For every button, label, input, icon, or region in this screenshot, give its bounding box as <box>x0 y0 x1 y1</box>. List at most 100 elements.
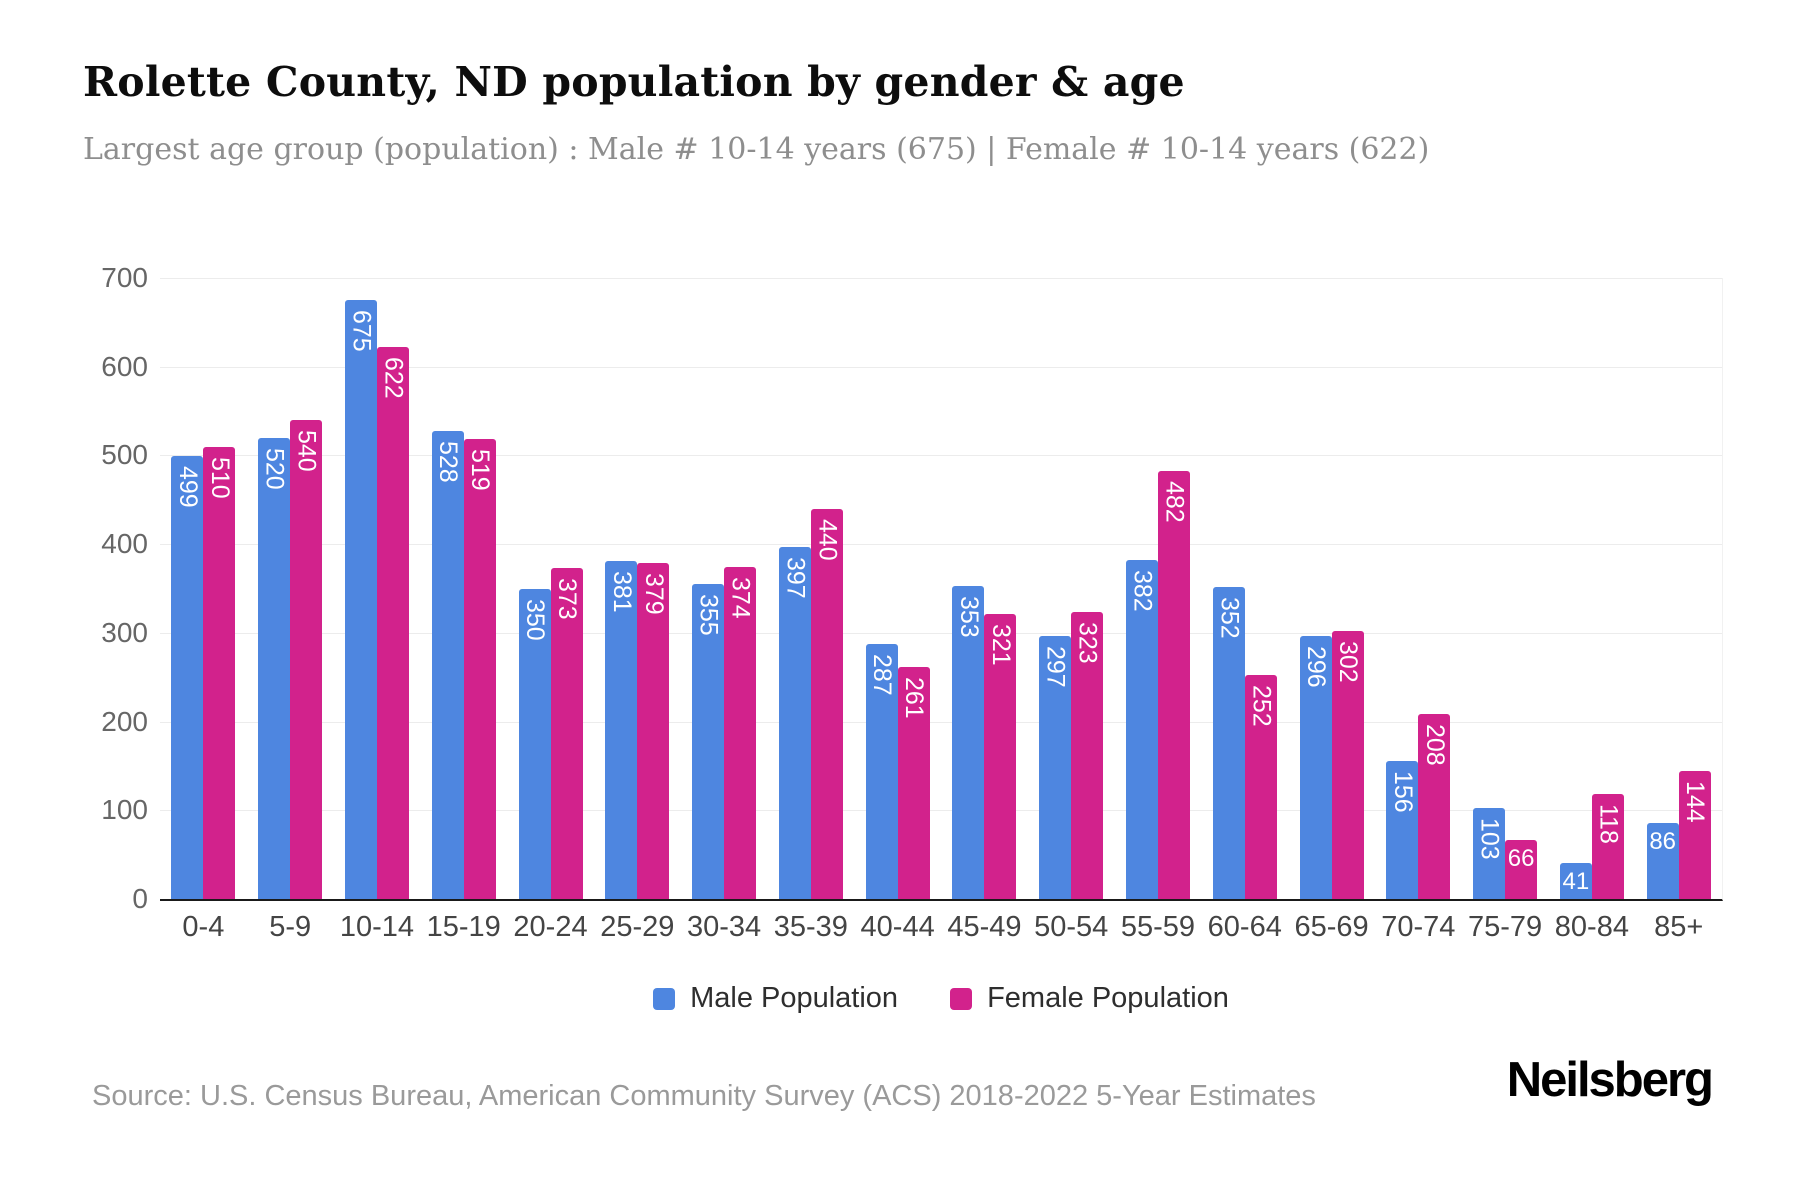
male-bar[interactable]: 350 <box>518 588 551 899</box>
male-bar[interactable]: 520 <box>258 437 291 899</box>
male-bar[interactable]: 156 <box>1386 760 1419 899</box>
bar-value-label: 482 <box>1160 481 1189 524</box>
bar-group: 353 321 <box>941 278 1028 899</box>
female-bar[interactable]: 302 <box>1331 631 1364 899</box>
bar-value-label: 297 <box>1041 645 1070 688</box>
bar-value-label: 622 <box>379 357 408 399</box>
bar-value-label: 382 <box>1128 570 1157 612</box>
bar-group: 528 519 <box>420 278 507 899</box>
bar-value-label: 499 <box>173 466 202 509</box>
bar-value-label: 103 <box>1475 817 1504 860</box>
bar-value-label: 440 <box>813 518 842 561</box>
female-bar[interactable]: 374 <box>724 567 757 899</box>
female-bar[interactable]: 373 <box>550 568 583 899</box>
female-bar[interactable]: 510 <box>203 446 236 899</box>
bar-group: 397 440 <box>767 278 854 899</box>
bar-value-label: 144 <box>1681 781 1710 823</box>
male-bar[interactable]: 353 <box>952 585 985 899</box>
male-bar[interactable]: 103 <box>1473 807 1506 899</box>
female-bar[interactable]: 252 <box>1244 675 1277 899</box>
y-tick-label: 600 <box>101 350 148 382</box>
bar-value-label: 302 <box>1334 641 1363 683</box>
female-bar[interactable]: 379 <box>637 562 670 899</box>
x-tick-label: 70-74 <box>1381 911 1456 943</box>
bar-value-label: 355 <box>694 594 723 636</box>
bar-value-label: 41 <box>1562 867 1590 895</box>
male-bar[interactable]: 381 <box>605 561 638 899</box>
bar-value-label: 520 <box>260 447 289 490</box>
bar-group: 156 208 <box>1375 278 1462 899</box>
female-bar[interactable]: 482 <box>1157 471 1190 899</box>
x-tick-label: 30-34 <box>686 911 762 943</box>
female-bar[interactable]: 540 <box>290 419 323 899</box>
male-bar[interactable]: 41 <box>1559 862 1592 899</box>
male-bar[interactable]: 528 <box>431 430 464 899</box>
female-bar[interactable]: 440 <box>810 508 843 899</box>
y-tick-label: 300 <box>101 616 148 648</box>
bar-value-label: 323 <box>1073 622 1102 665</box>
bar-value-label: 118 <box>1594 804 1623 845</box>
legend-item-female[interactable]: Female Population <box>950 982 1229 1015</box>
bar-value-label: 353 <box>954 595 983 638</box>
gridline <box>160 632 1722 634</box>
x-tick-label: 15-19 <box>426 911 501 943</box>
x-tick-label: 75-79 <box>1468 911 1543 943</box>
female-bar[interactable]: 208 <box>1418 714 1451 899</box>
female-bar[interactable]: 144 <box>1678 771 1711 899</box>
plot-area: 499 510 520 540 675 622 528 519 350 373 381 379 355 3… <box>160 278 1723 901</box>
female-bar[interactable]: 261 <box>897 667 930 899</box>
bar-group: 499 510 <box>160 278 247 899</box>
female-bar[interactable]: 622 <box>376 347 409 899</box>
male-bar[interactable]: 355 <box>692 584 725 899</box>
bar-group: 381 379 <box>594 278 681 899</box>
bar-group: 41 118 <box>1549 278 1636 899</box>
bar-value-label: 675 <box>347 310 376 352</box>
bar-group: 86 144 <box>1635 278 1722 899</box>
bar-value-label: 373 <box>553 578 582 620</box>
bar-group: 520 540 <box>247 278 334 899</box>
male-bar[interactable]: 86 <box>1646 822 1679 899</box>
male-bar[interactable]: 499 <box>171 456 204 899</box>
male-bar[interactable]: 297 <box>1039 635 1072 899</box>
bar-group: 297 323 <box>1028 278 1115 899</box>
male-bar[interactable]: 296 <box>1299 636 1332 899</box>
x-tick-label: 80-84 <box>1554 911 1629 943</box>
x-tick-label: 65-69 <box>1294 911 1369 943</box>
female-bar[interactable]: 118 <box>1591 794 1624 899</box>
y-tick-label: 0 <box>132 883 148 914</box>
bar-group: 350 373 <box>507 278 594 899</box>
female-bar[interactable]: 519 <box>463 438 496 899</box>
x-axis-labels: 0-4 5-9 10-14 15-19 20-24 25-29 30-34 35-39 40-4… <box>160 911 1722 944</box>
female-bar[interactable]: 323 <box>1071 612 1104 899</box>
bar-value-label: 519 <box>466 448 495 491</box>
y-tick-label: 100 <box>101 794 148 826</box>
x-tick-label: 40-44 <box>860 911 935 943</box>
brand-logo: Neilsberg <box>1506 1053 1714 1107</box>
source-attribution: Source: U.S. Census Bureau, American Com… <box>92 1080 1316 1112</box>
bar-value-label: 252 <box>1247 685 1276 728</box>
y-axis-labels: 0 100 200 300 400 500 600 700 <box>40 262 148 914</box>
y-tick-label: 200 <box>101 705 148 737</box>
female-bar[interactable]: 321 <box>984 614 1017 899</box>
bar-value-label: 510 <box>205 456 234 499</box>
female-legend-swatch <box>950 987 973 1010</box>
bar-value-label: 296 <box>1302 646 1331 689</box>
legend-item-male[interactable]: Male Population <box>653 982 898 1015</box>
x-tick-label: 35-39 <box>773 911 848 943</box>
y-tick-label: 500 <box>101 439 148 471</box>
male-bar[interactable]: 675 <box>344 300 377 899</box>
bar-value-label: 287 <box>868 654 897 697</box>
bar-value-label: 528 <box>434 440 463 483</box>
male-bar[interactable]: 352 <box>1212 586 1245 899</box>
gridline <box>160 810 1722 812</box>
bar-value-label: 66 <box>1507 845 1535 873</box>
gridline <box>160 278 1722 279</box>
male-bar[interactable]: 287 <box>865 644 898 899</box>
page-subtitle: Largest age group (population) : Male # … <box>83 132 1430 167</box>
y-tick-label: 700 <box>101 262 148 293</box>
x-tick-label: 45-49 <box>947 911 1022 943</box>
male-bar[interactable]: 382 <box>1125 560 1158 899</box>
bar-group: 382 482 <box>1115 278 1202 899</box>
female-bar[interactable]: 66 <box>1505 840 1538 899</box>
male-bar[interactable]: 397 <box>778 546 811 899</box>
